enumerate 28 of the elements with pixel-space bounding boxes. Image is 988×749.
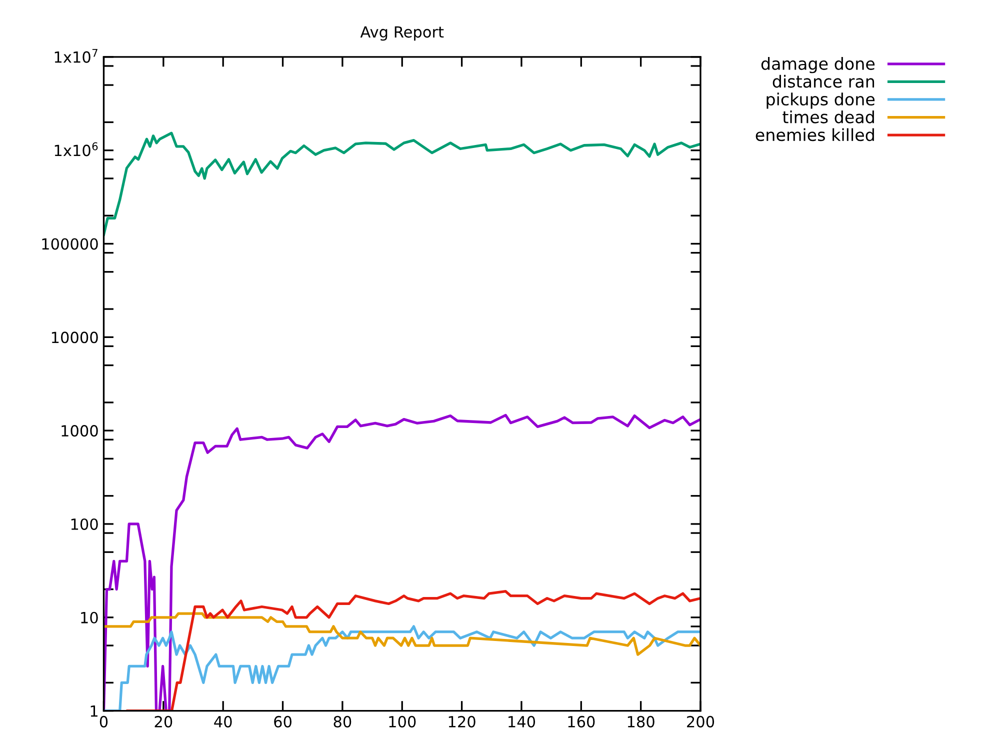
line-series xyxy=(104,132,700,236)
y-tick-label: 10000 xyxy=(52,332,98,344)
x-tick-label: 60 xyxy=(274,716,292,728)
x-tick-label: 40 xyxy=(214,716,232,728)
legend-label: pickups done xyxy=(766,92,875,109)
x-tick-label: 80 xyxy=(334,716,352,728)
legend-label: damage done xyxy=(761,57,875,74)
x-tick-label: 20 xyxy=(154,716,172,728)
y-tick-label: 1x10$^{7}$ xyxy=(54,48,98,63)
x-tick-label: 180 xyxy=(628,716,654,728)
y-tick-label: 10 xyxy=(81,612,98,624)
x-tick-label: 140 xyxy=(508,716,536,728)
line-series xyxy=(126,590,700,711)
y-tick-label: 1000 xyxy=(62,425,98,437)
x-tick-label: 0 xyxy=(100,716,108,728)
y-tick-label: 1x10$^{6}$ xyxy=(54,142,98,156)
y-tick-label: 100000 xyxy=(42,238,98,250)
x-tick-label: 120 xyxy=(448,716,476,728)
legend-label: enemies killed xyxy=(756,128,874,142)
x-tick-label: 160 xyxy=(568,716,595,728)
chart-title: Avg Report xyxy=(360,26,444,41)
y-tick-label: 100 xyxy=(71,518,98,530)
legend-label: times dead xyxy=(782,110,874,124)
line-series xyxy=(104,612,700,656)
x-tick-label: 100 xyxy=(389,716,416,728)
y-tick-label: 1 xyxy=(90,705,98,717)
legend-label: distance ran xyxy=(772,74,874,88)
x-tick-label: 200 xyxy=(687,716,714,728)
